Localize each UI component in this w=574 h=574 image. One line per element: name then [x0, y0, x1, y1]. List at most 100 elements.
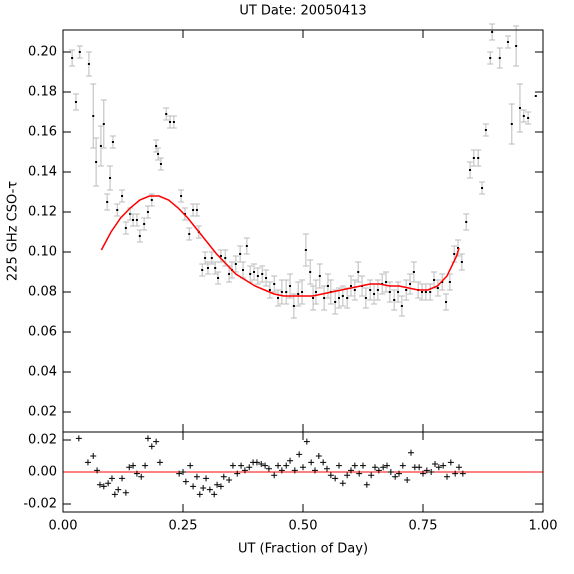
- plot-frame: [62, 29, 544, 433]
- data-point: [201, 269, 204, 271]
- residual-point: [360, 462, 366, 469]
- residual-point: [90, 453, 97, 459]
- y-tick-label: 0.10: [28, 245, 57, 260]
- residual-point: [187, 462, 194, 469]
- residual-point: [300, 464, 306, 471]
- data-point: [188, 233, 191, 235]
- data-point: [265, 277, 268, 279]
- data-point: [277, 297, 280, 299]
- residual-point: [315, 453, 322, 459]
- residual-point: [283, 462, 290, 469]
- residual-point: [392, 473, 399, 480]
- x-tick-label: 1.00: [529, 519, 558, 534]
- data-point: [489, 57, 492, 59]
- data-point: [106, 201, 109, 203]
- data-point: [109, 177, 112, 179]
- data-point: [323, 297, 326, 299]
- y-tick-label: 0.04: [28, 365, 57, 380]
- residual-point: [180, 469, 186, 475]
- data-point: [228, 273, 231, 275]
- residual-point: [258, 461, 265, 467]
- data-point: [364, 297, 367, 299]
- residual-point: [156, 459, 163, 466]
- data-point: [314, 291, 317, 293]
- data-point: [217, 277, 220, 279]
- data-point: [400, 305, 403, 307]
- data-point: [518, 107, 521, 109]
- residual-point: [384, 462, 390, 469]
- data-point: [210, 257, 213, 259]
- residual-point: [119, 475, 126, 482]
- residual-point: [234, 470, 241, 477]
- data-point: [369, 289, 372, 291]
- residual-point: [296, 451, 303, 458]
- residual-point: [193, 473, 200, 480]
- residual-point: [182, 478, 189, 485]
- residual-point: [291, 467, 298, 474]
- data-point: [373, 293, 376, 295]
- data-point: [312, 297, 315, 299]
- residual-point: [404, 477, 411, 483]
- data-point: [146, 211, 149, 213]
- residual-point: [363, 481, 370, 488]
- data-point: [472, 157, 475, 159]
- data-point: [498, 57, 501, 59]
- data-point: [350, 285, 352, 287]
- residual-point: [303, 438, 310, 445]
- y-tick-label: 0.06: [28, 325, 57, 340]
- data-point: [465, 221, 468, 223]
- residual-point: [324, 465, 330, 472]
- residual-point: [122, 489, 129, 496]
- x-tick-label: 0.00: [49, 519, 78, 534]
- data-point: [301, 291, 304, 293]
- data-point: [273, 283, 276, 285]
- data-point: [353, 289, 356, 291]
- residual-point: [220, 473, 227, 480]
- data-point: [292, 305, 295, 307]
- data-point: [206, 267, 209, 269]
- residual-point: [246, 464, 253, 471]
- residual-point: [278, 467, 285, 474]
- residual-point: [214, 481, 221, 488]
- data-point: [224, 257, 227, 259]
- data-point: [385, 281, 388, 283]
- residual-point: [115, 486, 122, 493]
- data-point: [412, 271, 415, 273]
- data-point: [397, 291, 400, 293]
- y-tick-label: -0.02: [23, 497, 57, 512]
- data-point: [409, 283, 412, 285]
- y-tick-label: 0.02: [28, 405, 57, 420]
- residual-point: [399, 462, 406, 469]
- residual-point: [420, 470, 426, 477]
- data-point: [204, 257, 207, 259]
- residual-point: [372, 464, 378, 471]
- data-point: [429, 291, 432, 293]
- data-point: [388, 291, 391, 293]
- residual-point: [200, 485, 207, 491]
- data-point: [469, 169, 472, 171]
- x-axis-label: UT (Fraction of Day): [238, 542, 368, 557]
- data-point: [165, 113, 168, 115]
- y-tick-label: 0.00: [28, 465, 57, 480]
- data-point: [253, 271, 256, 273]
- y-tick-label: 0.02: [28, 433, 57, 448]
- data-point: [102, 123, 105, 125]
- data-point: [219, 255, 222, 257]
- residual-point: [271, 472, 278, 479]
- residual-point: [320, 459, 327, 466]
- data-point: [138, 235, 141, 237]
- residual-point: [238, 462, 245, 469]
- y-tick-label: 0.20: [28, 45, 57, 60]
- data-point: [234, 263, 237, 265]
- data-point: [285, 291, 288, 293]
- data-point: [242, 269, 244, 271]
- data-point: [297, 293, 300, 295]
- y-tick-label: 0.08: [28, 285, 57, 300]
- residual-point: [447, 459, 454, 466]
- data-point: [116, 209, 119, 211]
- data-point: [304, 249, 307, 251]
- data-point: [460, 261, 463, 263]
- data-point: [338, 297, 340, 299]
- data-point: [436, 287, 439, 289]
- data-point: [214, 267, 217, 269]
